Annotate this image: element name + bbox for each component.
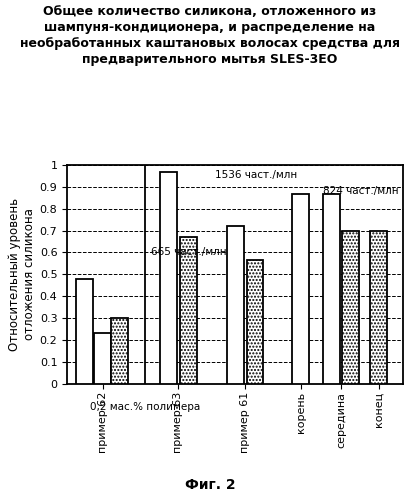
Bar [111, 318, 128, 384]
Bar [227, 226, 244, 384]
Bar [180, 237, 197, 384]
Bar [342, 231, 359, 384]
Text: 0,2 мас.% полимера: 0,2 мас.% полимера [90, 402, 200, 412]
Y-axis label: Относительный уровень
отложения силикона: Относительный уровень отложения силикона [8, 198, 36, 351]
Text: Общее количество силикона, отложенного из
шампуня-кондиционера, и распределение : Общее количество силикона, отложенного и… [20, 5, 400, 66]
Bar [76, 279, 92, 384]
Text: Фиг. 2: Фиг. 2 [185, 478, 235, 492]
Bar [94, 333, 111, 384]
Bar [292, 194, 309, 384]
Bar [370, 231, 387, 384]
Bar [160, 172, 177, 384]
Bar [323, 194, 339, 384]
Text: 1536 част./млн: 1536 част./млн [215, 170, 297, 180]
Bar [247, 260, 263, 384]
Text: 665 част./млн: 665 част./млн [151, 247, 227, 257]
Text: 824 част./млн: 824 част./млн [323, 186, 398, 196]
